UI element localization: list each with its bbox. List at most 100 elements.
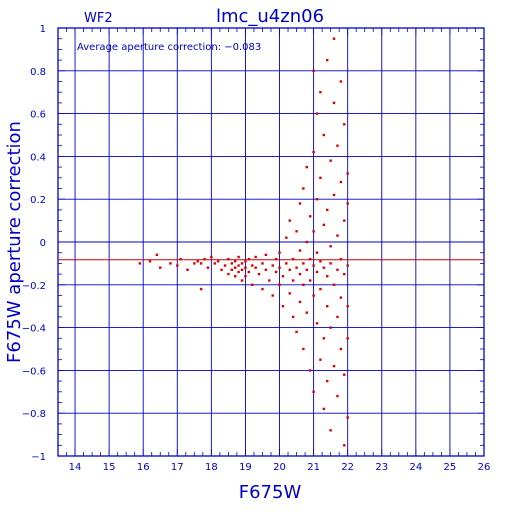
data-point: [312, 69, 315, 72]
data-point: [298, 300, 302, 304]
data-point: [305, 311, 308, 314]
data-point: [281, 275, 285, 278]
data-point: [278, 283, 281, 286]
data-point: [288, 292, 291, 295]
data-point: [271, 294, 274, 297]
data-point: [230, 262, 234, 265]
data-point: [281, 305, 285, 308]
data-point: [326, 275, 329, 278]
data-point: [302, 262, 305, 265]
data-point: [339, 347, 343, 351]
data-point: [268, 279, 271, 282]
data-point: [240, 262, 244, 265]
x-tick-labels: 14 15 16 17 18 19 20 21 22 23 24 25 26: [69, 462, 491, 473]
data-point: [312, 230, 315, 233]
data-point: [274, 270, 278, 274]
data-point: [346, 264, 349, 267]
data-point: [346, 305, 349, 308]
data-point: [213, 262, 216, 265]
x-tick-label: 21: [307, 462, 320, 473]
data-point: [346, 416, 349, 419]
data-point: [332, 193, 336, 197]
chart-title: lmc_u4zn06: [216, 6, 324, 27]
data-point: [199, 262, 203, 265]
data-point: [223, 264, 227, 267]
data-point: [227, 257, 230, 261]
data-point: [298, 249, 302, 252]
data-point: [326, 58, 329, 62]
data-point: [319, 287, 322, 291]
data-point: [332, 364, 336, 368]
data-point: [339, 180, 343, 184]
y-tick-labels: 1 0.8 0.6 0.4 0.2 0 −0.2 −0.4 −0.6 −0.8 −1: [22, 24, 46, 463]
y-tick-label: −0.4: [22, 324, 46, 335]
data-point: [251, 264, 254, 267]
data-point: [319, 176, 322, 179]
data-point: [227, 272, 230, 276]
data-point: [159, 266, 162, 269]
x-tick-label: 25: [444, 462, 457, 473]
data-point: [346, 337, 349, 340]
data-point: [329, 245, 332, 248]
data-point: [237, 255, 240, 259]
data-point: [302, 187, 305, 190]
data-point: [285, 236, 288, 239]
x-tick-label: 16: [137, 462, 150, 473]
data-point: [322, 223, 326, 227]
data-point: [234, 275, 237, 278]
data-point: [193, 262, 196, 265]
data-point: [315, 112, 319, 115]
y-tick-label: 0.4: [30, 152, 46, 163]
data-point: [332, 283, 336, 286]
data-points: [138, 37, 349, 447]
data-point: [322, 407, 326, 411]
data-point: [264, 268, 268, 272]
y-tick-label: 0.8: [30, 67, 46, 78]
data-point: [312, 294, 315, 297]
data-point: [234, 266, 237, 269]
data-point: [291, 315, 295, 319]
data-point: [176, 264, 179, 267]
data-point: [315, 251, 319, 254]
data-point: [199, 287, 203, 291]
data-point: [244, 275, 247, 278]
data-point: [196, 260, 199, 263]
data-point: [247, 270, 251, 274]
x-tick-label: 26: [478, 462, 491, 473]
data-point: [319, 91, 322, 94]
data-point: [295, 330, 298, 334]
data-point: [336, 144, 339, 147]
grid-lines: [58, 28, 484, 456]
data-point: [339, 80, 343, 83]
data-point: [302, 347, 305, 351]
data-point: [332, 37, 336, 40]
data-point: [346, 172, 349, 175]
data-point: [315, 198, 319, 201]
data-point: [237, 264, 240, 267]
data-point: [336, 234, 339, 237]
data-point: [278, 266, 281, 269]
data-point: [343, 219, 346, 222]
data-point: [332, 101, 336, 105]
x-tick-label: 14: [69, 462, 82, 473]
data-point: [315, 322, 319, 325]
data-point: [240, 279, 244, 282]
y-tick-label: −0.2: [22, 281, 46, 292]
data-point: [343, 123, 346, 126]
data-point: [343, 444, 346, 447]
data-point: [312, 390, 315, 393]
data-point: [206, 266, 210, 269]
x-tick-label: 19: [239, 462, 252, 473]
data-point: [329, 262, 332, 265]
data-point: [336, 394, 339, 398]
x-tick-label: 22: [341, 462, 354, 473]
x-tick-label: 24: [409, 462, 422, 473]
data-point: [216, 260, 220, 263]
data-point: [274, 257, 278, 261]
data-point: [305, 165, 308, 169]
data-point: [336, 315, 339, 319]
data-point: [305, 268, 308, 272]
data-point: [315, 270, 319, 274]
y-tick-label: 0: [40, 238, 46, 249]
data-point: [339, 296, 343, 299]
